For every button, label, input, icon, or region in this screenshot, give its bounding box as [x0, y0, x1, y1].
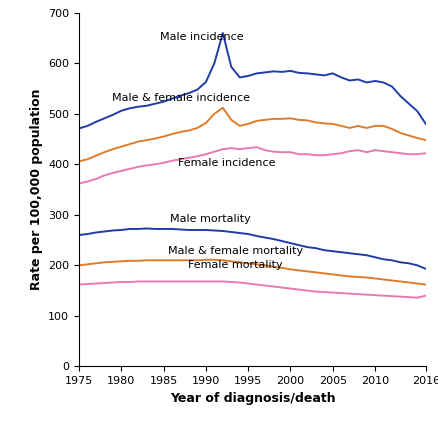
Text: Male mortality: Male mortality [170, 214, 250, 225]
Text: Male & female mortality: Male & female mortality [168, 246, 302, 256]
Text: Female incidence: Female incidence [178, 158, 275, 168]
Text: Male incidence: Male incidence [159, 32, 243, 42]
Y-axis label: Rate per 100,000 population: Rate per 100,000 population [29, 89, 42, 291]
Text: Female mortality: Female mortality [188, 260, 282, 271]
Text: Male & female incidence: Male & female incidence [111, 93, 249, 103]
X-axis label: Year of diagnosis/death: Year of diagnosis/death [169, 391, 335, 405]
